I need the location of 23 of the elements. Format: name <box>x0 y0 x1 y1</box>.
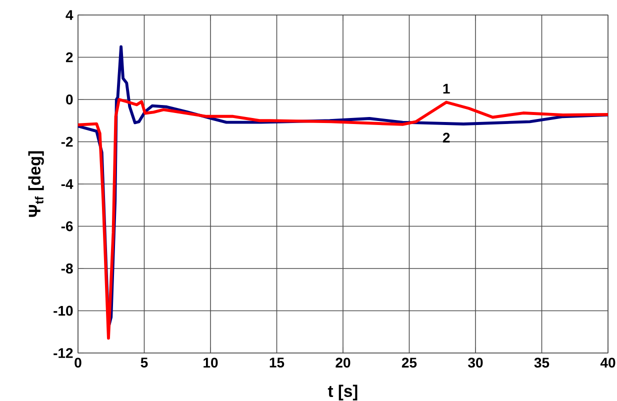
x-tick-label: 35 <box>534 358 550 368</box>
x-tick-label: 25 <box>402 358 417 368</box>
x-tick-label: 40 <box>600 358 616 368</box>
series-label: 1 <box>443 84 450 94</box>
series-label: 2 <box>442 132 450 142</box>
x-tick-label: 5 <box>140 358 148 368</box>
y-tick-label: -10 <box>54 306 73 316</box>
x-tick-label: 20 <box>336 358 350 368</box>
y-tick-label: -2 <box>61 136 73 147</box>
y-axis-title: Ψ$_{tf}$ [deg] <box>28 151 44 217</box>
y-tick-label: -6 <box>61 221 73 232</box>
line-series <box>76 98 610 340</box>
x-tick-label: 15 <box>270 358 284 368</box>
x-tick-label: 30 <box>468 358 483 368</box>
y-tick-label: -12 <box>54 348 73 358</box>
x-tick-label: 10 <box>204 358 218 368</box>
y-tick-label: 4 <box>66 10 74 20</box>
y-tick-label: 0 <box>66 94 73 104</box>
y-tick-label: -4 <box>61 179 74 189</box>
x-tick-label: 0 <box>74 358 82 368</box>
y-tick-label: 2 <box>66 52 73 62</box>
y-tick-label: -8 <box>61 264 73 274</box>
x-axis-title: t [s] <box>328 384 358 400</box>
